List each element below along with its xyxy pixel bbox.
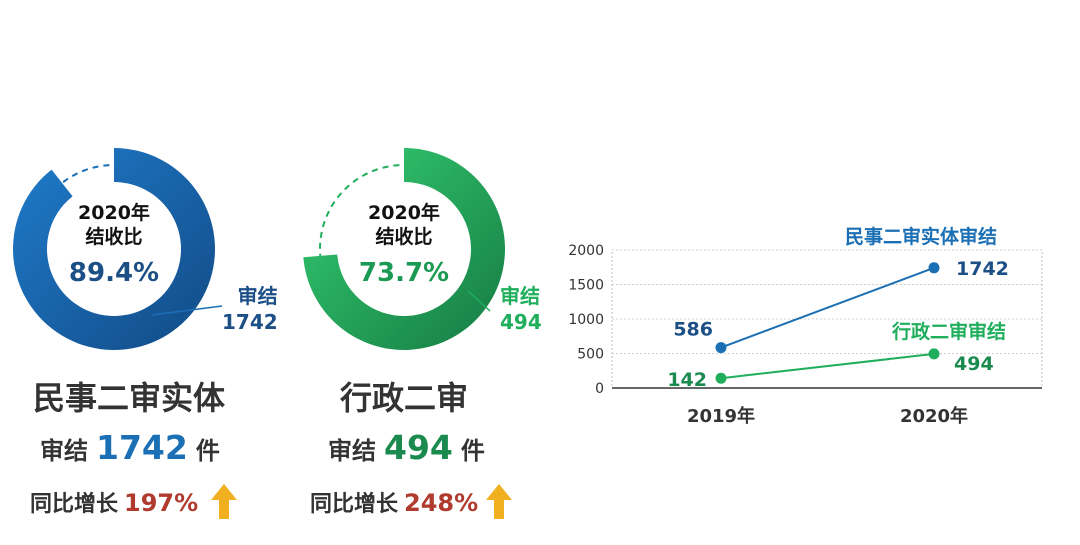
admin-donut-leader <box>467 290 491 312</box>
data-label: 586 <box>673 319 713 341</box>
admin-donut-label-value: 494 <box>500 310 542 334</box>
x-tick-label: 2020年 <box>900 405 968 427</box>
admin-donut-year: 2020年 <box>368 201 440 224</box>
up-arrow-icon <box>211 484 237 519</box>
admin-stat: 审结 494 件 <box>328 428 485 467</box>
data-label: 494 <box>954 353 994 375</box>
y-tick-label: 500 <box>577 347 604 363</box>
civil-donut-caption: 结收比 <box>85 225 142 248</box>
data-point <box>715 372 727 384</box>
up-arrow-icon <box>486 484 512 519</box>
data-point <box>715 342 727 354</box>
admin-donut: 2020年 结收比 73.7% <box>303 148 505 350</box>
chart-frame <box>611 249 1043 389</box>
civil-stat-prefix: 审结 <box>40 437 88 465</box>
admin-donut-label-text: 审结 <box>500 284 540 308</box>
series-line <box>720 352 935 380</box>
y-tick-label: 2000 <box>568 243 604 259</box>
admin-title: 行政二审 <box>340 379 469 417</box>
civil-donut-label-value: 1742 <box>222 310 278 334</box>
admin-growth-value: 248% <box>404 489 479 517</box>
civil-stat-value: 1742 <box>96 428 188 467</box>
admin-growth: 同比增长 248% <box>310 486 478 518</box>
admin-stat-prefix: 审结 <box>328 437 376 465</box>
civil-growth: 同比增长 197% <box>30 486 198 518</box>
civil-donut-leader <box>151 305 223 316</box>
civil-donut-percent: 89.4% <box>69 258 159 288</box>
civil-stat-unit: 件 <box>195 437 220 465</box>
series-line <box>720 266 935 349</box>
y-tick-label: 0 <box>595 381 604 397</box>
data-point <box>928 262 940 274</box>
civil-donut-label-text: 审结 <box>237 284 278 308</box>
admin-donut-arc <box>303 148 505 350</box>
admin-stat-value: 494 <box>384 428 453 467</box>
data-point <box>928 348 940 360</box>
series-name-admin: 行政二审审结 <box>891 320 1006 343</box>
civil-donut-label: 审结 1742 <box>222 283 278 335</box>
civil-donut-year: 2020年 <box>78 201 150 224</box>
civil-donut: 2020年 结收比 89.4% <box>13 148 223 350</box>
civil-donut-arc <box>13 148 216 350</box>
data-label: 1742 <box>956 258 1009 280</box>
admin-stat-unit: 件 <box>460 437 485 465</box>
data-label: 142 <box>667 369 707 391</box>
admin-growth-label: 同比增长 <box>310 492 399 517</box>
civil-growth-label: 同比增长 <box>30 492 119 517</box>
civil-title: 民事二审实体 <box>33 379 226 417</box>
admin-donut-label: 审结 494 <box>500 283 542 335</box>
civil-growth-value: 197% <box>124 489 199 517</box>
admin-donut-percent: 73.7% <box>359 258 449 288</box>
y-tick-label: 1500 <box>568 278 604 294</box>
x-tick-label: 2019年 <box>687 405 755 427</box>
admin-donut-caption: 结收比 <box>375 225 432 248</box>
civil-stat: 审结 1742 件 <box>40 428 220 467</box>
series-name-civil: 民事二审实体审结 <box>845 225 997 248</box>
y-tick-label: 1000 <box>568 312 604 328</box>
